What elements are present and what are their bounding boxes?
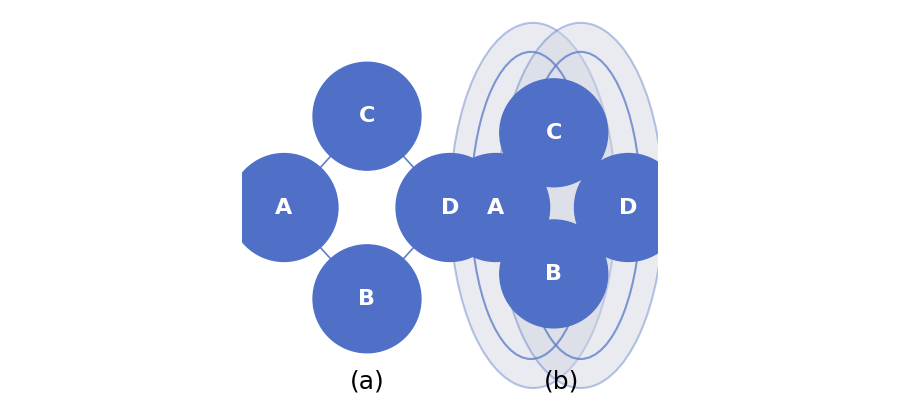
Text: A: A (487, 198, 504, 217)
Ellipse shape (450, 23, 616, 388)
Circle shape (313, 245, 421, 353)
Circle shape (574, 154, 682, 261)
Circle shape (500, 79, 608, 187)
Circle shape (500, 220, 608, 328)
Text: D: D (441, 198, 459, 217)
Text: B: B (358, 289, 375, 309)
Text: A: A (275, 198, 292, 217)
Text: D: D (619, 198, 637, 217)
Circle shape (442, 154, 550, 261)
Text: C: C (359, 106, 375, 126)
Text: C: C (545, 123, 562, 143)
Circle shape (313, 62, 421, 170)
Ellipse shape (498, 23, 663, 388)
Circle shape (230, 154, 338, 261)
Text: (a): (a) (349, 370, 384, 394)
Text: (b): (b) (544, 370, 580, 394)
Text: B: B (545, 264, 562, 284)
Circle shape (396, 154, 504, 261)
